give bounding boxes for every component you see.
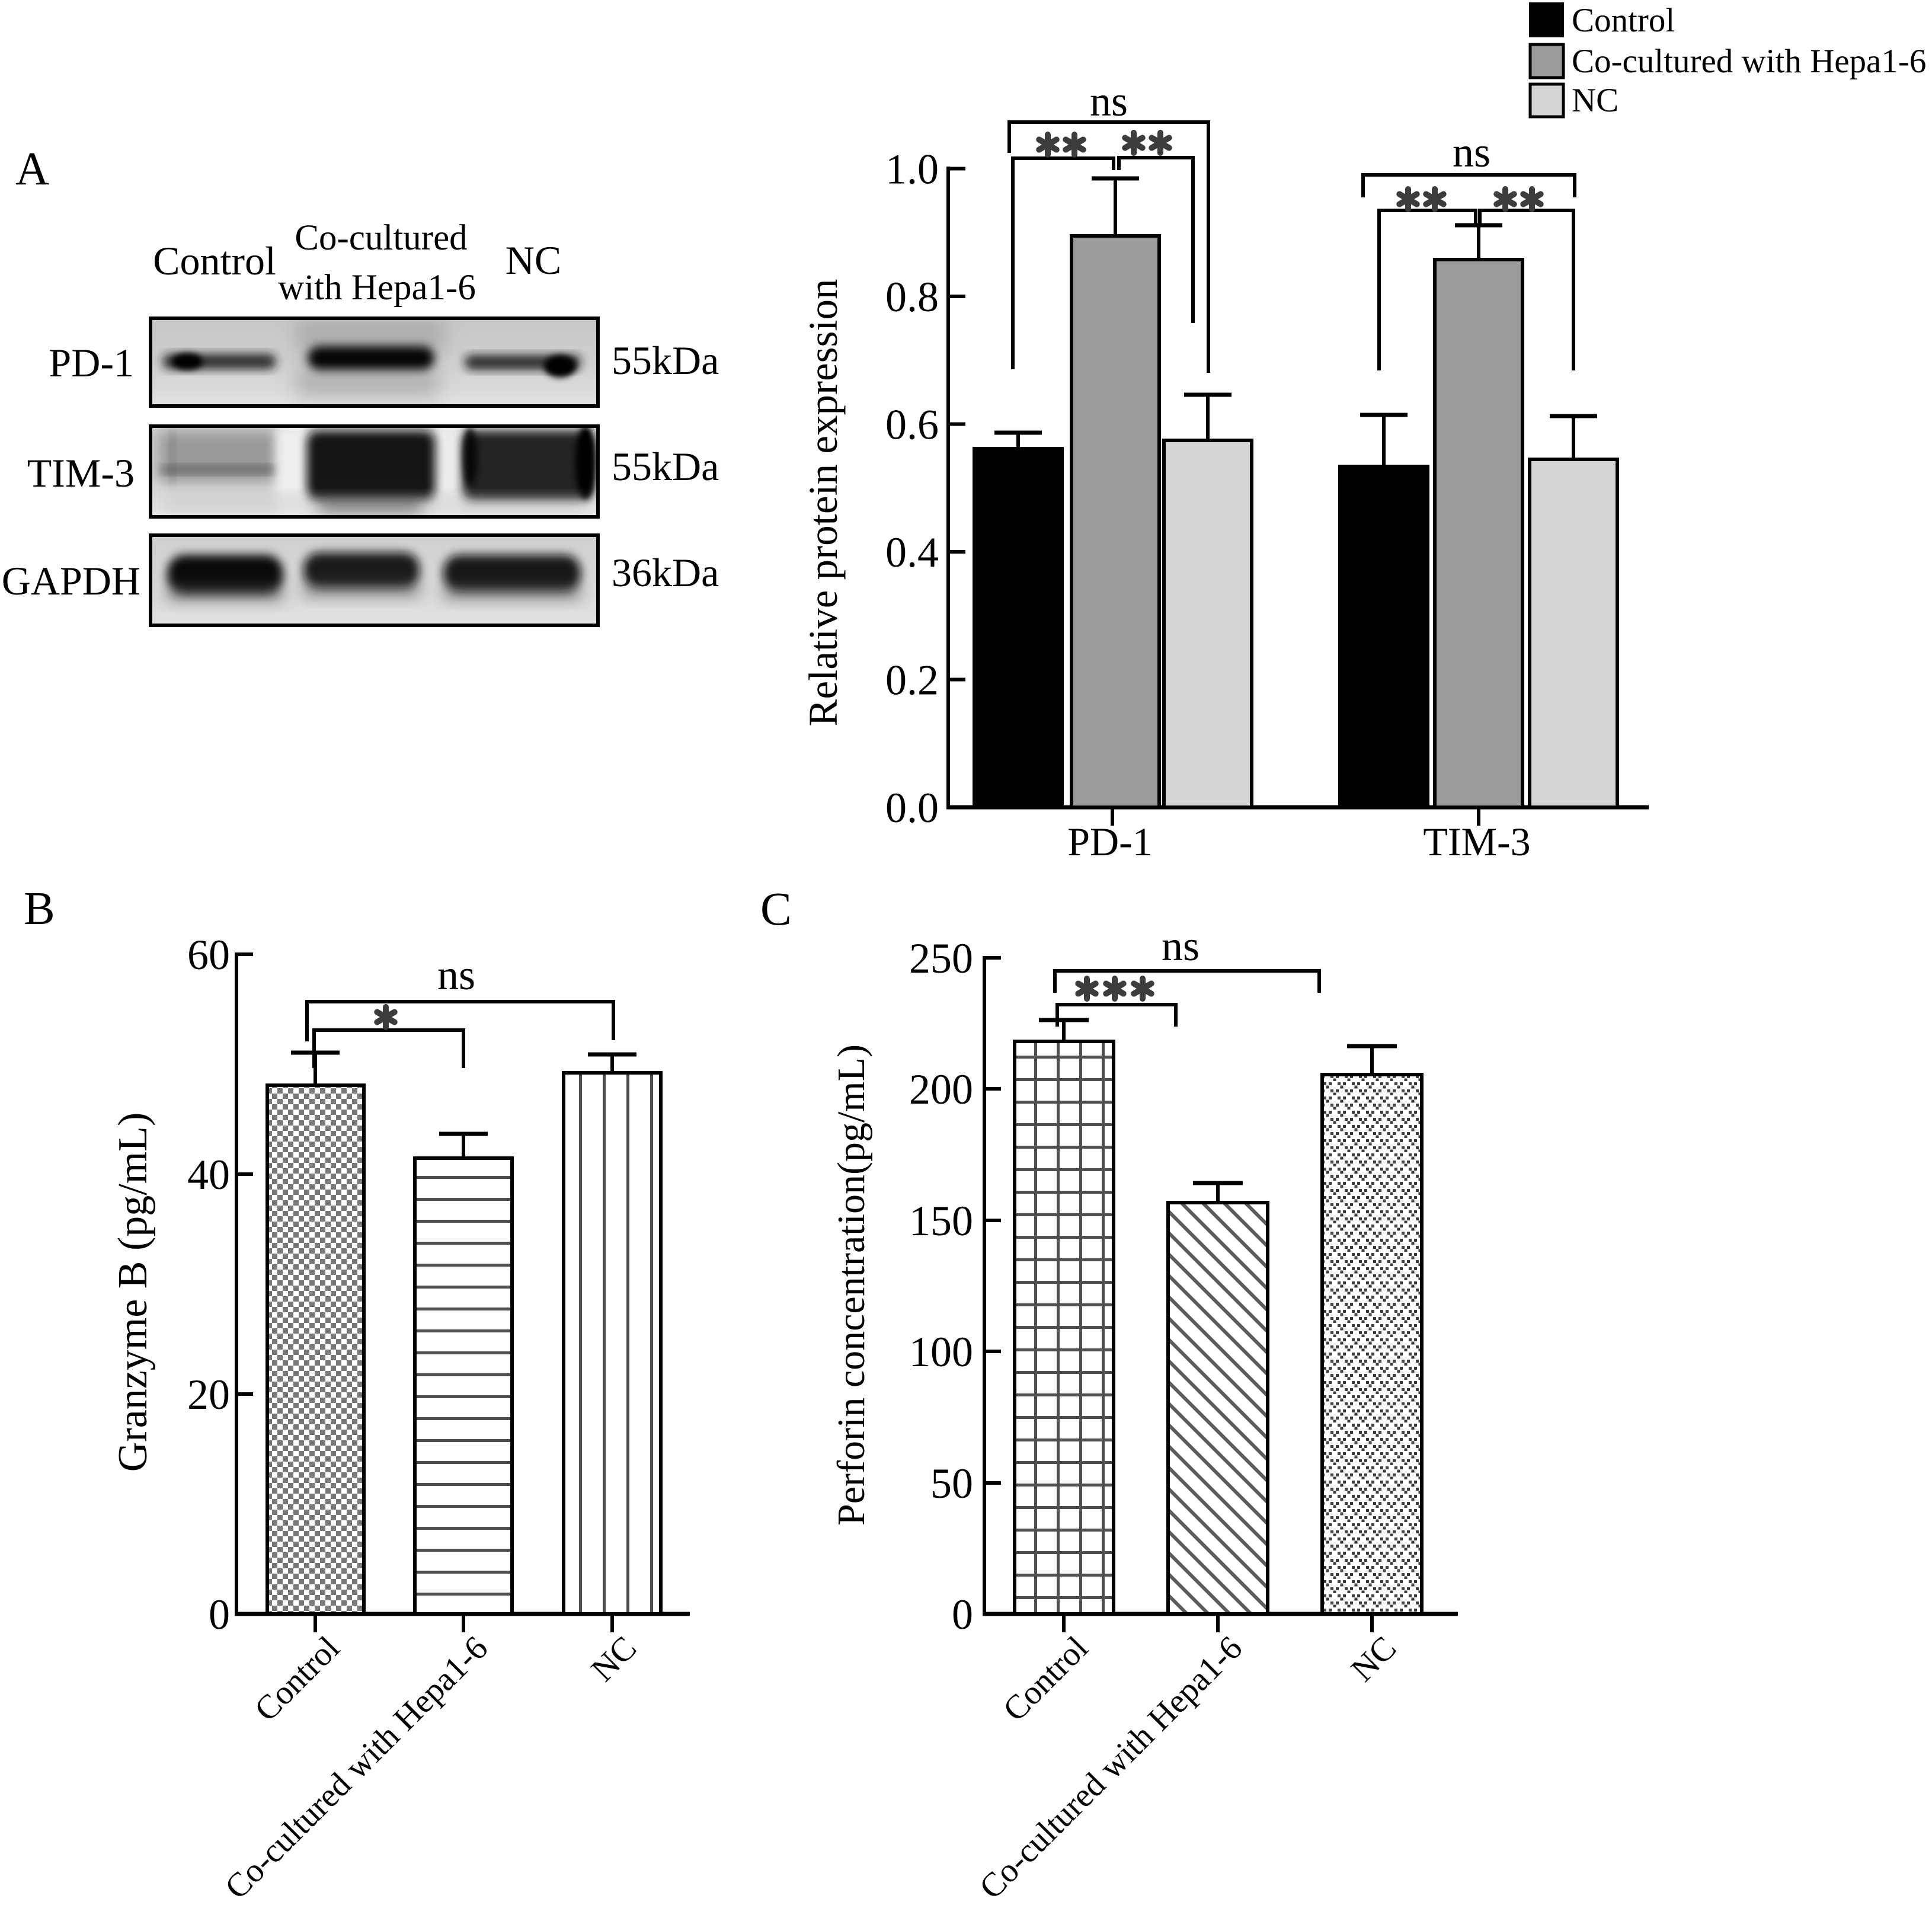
svg-text:60: 60 <box>187 931 230 979</box>
svg-text:ns: ns <box>1090 78 1128 125</box>
svg-text:NC: NC <box>1572 82 1618 119</box>
svg-text:100: 100 <box>909 1328 973 1376</box>
svg-text:0.0: 0.0 <box>885 784 939 832</box>
svg-text:with Hepa1-6: with Hepa1-6 <box>278 268 476 308</box>
svg-text:50: 50 <box>930 1460 973 1507</box>
svg-text:0.6: 0.6 <box>885 401 939 449</box>
svg-text:TIM-3: TIM-3 <box>27 450 135 496</box>
svg-text:250: 250 <box>909 935 973 982</box>
svg-text:0: 0 <box>209 1591 230 1638</box>
svg-text:0.8: 0.8 <box>885 273 939 321</box>
svg-text:Relative protein expression: Relative protein expression <box>801 279 846 727</box>
svg-text:Control: Control <box>153 238 276 283</box>
svg-text:C: C <box>760 884 792 935</box>
svg-text:NC: NC <box>506 238 561 283</box>
svg-text:ns: ns <box>1162 922 1199 970</box>
svg-text:40: 40 <box>187 1151 230 1198</box>
svg-text:Granzyme B (pg/mL): Granzyme B (pg/mL) <box>110 1113 156 1472</box>
svg-text:0: 0 <box>952 1591 973 1638</box>
svg-text:A: A <box>15 143 49 195</box>
svg-text:PD-1: PD-1 <box>1067 819 1153 864</box>
svg-text:TIM-3: TIM-3 <box>1423 819 1530 864</box>
svg-text:Co-cultured with Hepa1-6: Co-cultured with Hepa1-6 <box>1572 43 1926 80</box>
svg-text:Perforin concentration(pg/mL): Perforin concentration(pg/mL) <box>830 1044 873 1526</box>
svg-text:PD-1: PD-1 <box>49 340 134 385</box>
svg-text:55kDa: 55kDa <box>612 338 719 383</box>
svg-text:0.4: 0.4 <box>885 529 939 576</box>
svg-text:1.0: 1.0 <box>885 146 939 193</box>
svg-text:ns: ns <box>1453 129 1490 176</box>
svg-text:Co-cultured: Co-cultured <box>295 218 467 258</box>
svg-text:0.2: 0.2 <box>885 657 939 704</box>
svg-text:ns: ns <box>437 951 475 999</box>
svg-text:36kDa: 36kDa <box>612 550 719 595</box>
svg-text:GAPDH: GAPDH <box>2 558 140 603</box>
svg-text:55kDa: 55kDa <box>612 444 719 489</box>
svg-text:20: 20 <box>187 1371 230 1418</box>
svg-text:Control: Control <box>1572 2 1675 39</box>
svg-text:200: 200 <box>909 1066 973 1113</box>
svg-text:B: B <box>24 883 55 935</box>
svg-text:150: 150 <box>909 1197 973 1245</box>
